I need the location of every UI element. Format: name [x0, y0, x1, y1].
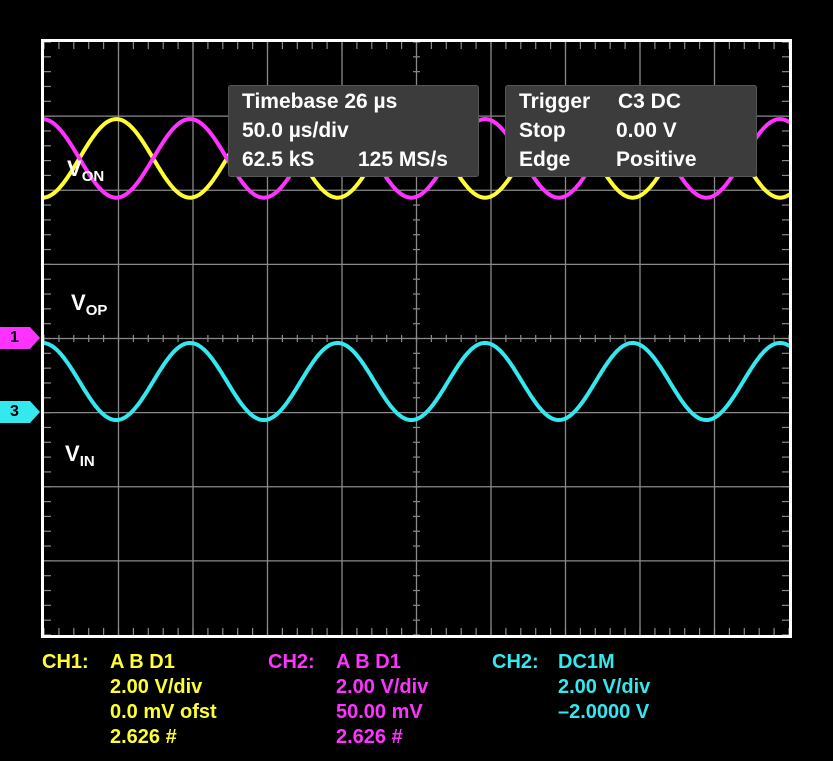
channel3-vdiv: 2.00 V/div	[558, 676, 651, 698]
channel2-vdiv: 2.00 V/div	[336, 676, 429, 698]
vin-label: VIN	[65, 441, 95, 470]
trigger-value: C3 DC	[618, 90, 682, 113]
ch1-marker-shape	[0, 327, 40, 349]
channel2-mode: A B D1	[336, 651, 401, 673]
channel2-header: CH2:	[268, 651, 315, 673]
ch1-ground-marker[interactable]: 1	[0, 327, 40, 349]
trigger-key: Trigger	[519, 90, 591, 113]
ch3-marker-shape	[0, 401, 40, 423]
timebase-value: Timebase 26 µs	[242, 90, 398, 113]
channel3-header: CH2:	[492, 651, 539, 673]
sample-count: 62.5 kS	[242, 148, 315, 171]
edge-key: Edge	[519, 148, 571, 171]
vop-label: VOP	[71, 290, 108, 319]
channel1-mode: A B D1	[110, 651, 175, 673]
stop-key: Stop	[519, 119, 566, 142]
channel1-header: CH1:	[42, 651, 89, 673]
graticule-frame	[41, 39, 792, 638]
time-per-div: 50.0 µs/div	[242, 119, 349, 142]
graticule-grid	[43, 41, 790, 636]
channel2-offset: 50.00 mV	[336, 701, 423, 723]
trace-vin	[42, 340, 791, 422]
stop-value: 0.00 V	[616, 119, 677, 142]
ch3-marker-number: 3	[10, 403, 19, 420]
channel2-count: 2.626 #	[336, 726, 403, 748]
channel3-mode: DC1M	[558, 651, 615, 673]
ch3-ground-marker[interactable]: 3	[0, 401, 40, 423]
von-label: VON	[67, 156, 105, 185]
channel1-offset: 0.0 mV ofst	[110, 701, 217, 723]
ch1-marker-number: 1	[10, 329, 19, 346]
timebase-panel: Timebase 26 µs 50.0 µs/div 62.5 kS 125 M…	[228, 85, 479, 177]
edge-value: Positive	[616, 148, 697, 171]
channel1-count: 2.626 #	[110, 726, 177, 748]
sample-rate: 125 MS/s	[358, 148, 448, 171]
channel1-vdiv: 2.00 V/div	[110, 676, 203, 698]
channel3-offset: –2.0000 V	[558, 701, 650, 723]
trigger-panel: Trigger C3 DC Stop 0.00 V Edge Positive	[505, 85, 757, 177]
